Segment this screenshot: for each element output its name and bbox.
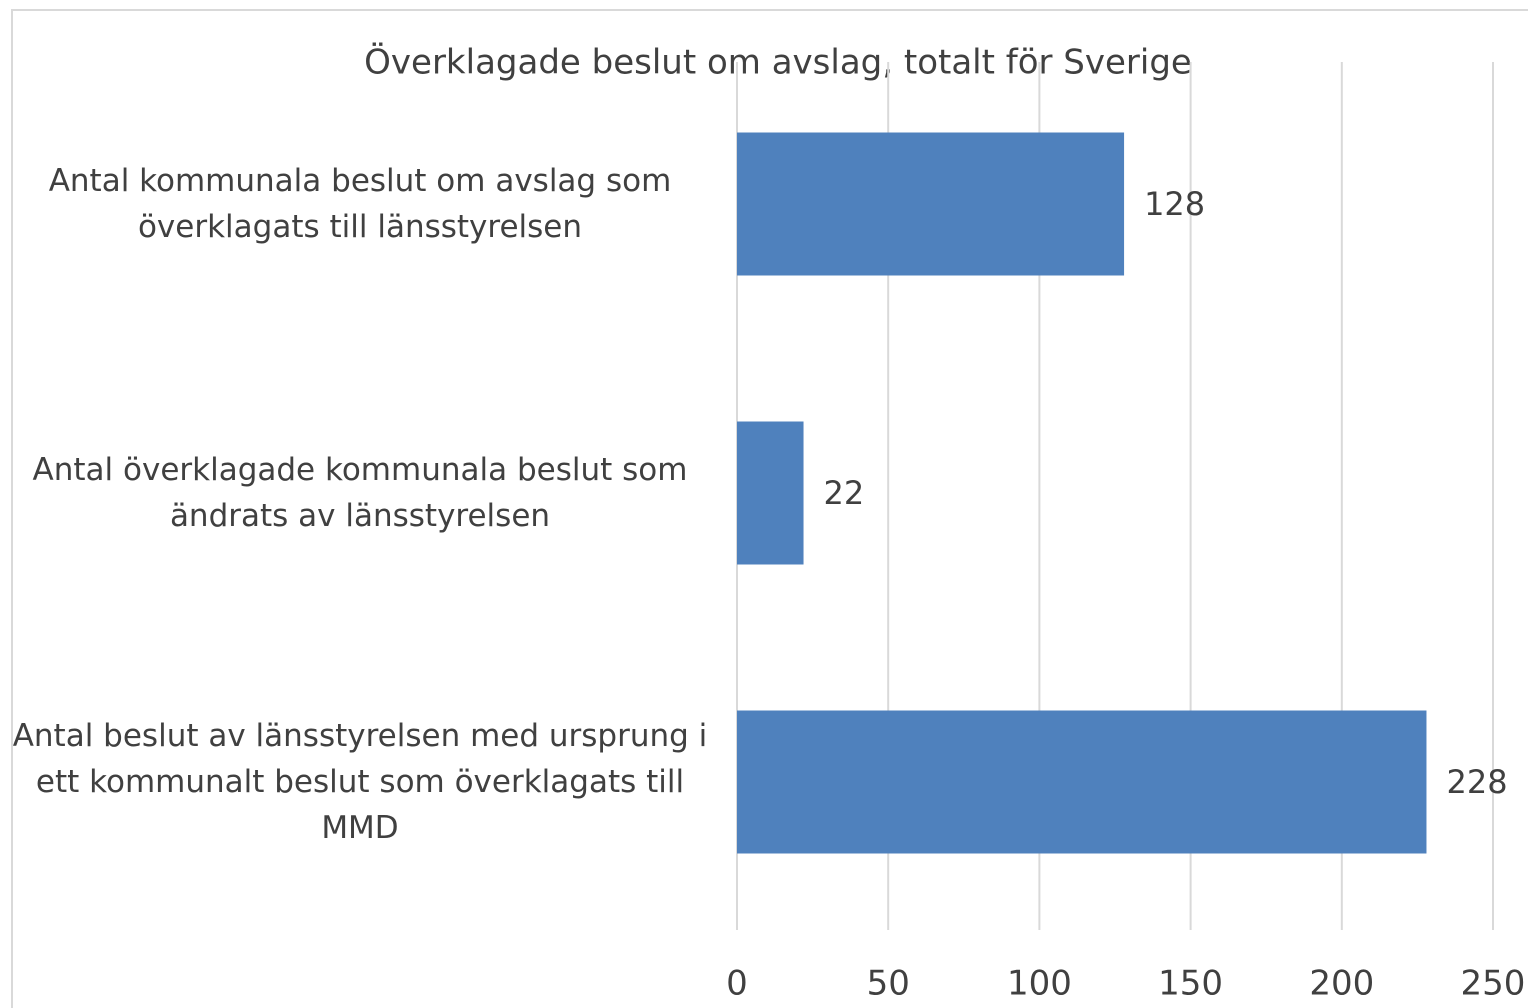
data-label: 228 [1446, 763, 1507, 801]
chart-title: Överklagade beslut om avslag, totalt för… [364, 42, 1192, 83]
x-tick-label: 50 [867, 964, 910, 1004]
x-tick-label: 250 [1461, 964, 1526, 1004]
y-tick-label: Antal överklagade kommunala beslut som ä… [32, 452, 688, 534]
data-label: 22 [824, 474, 865, 512]
y-tick-label: Antal kommunala beslut om avslag som öve… [48, 163, 672, 245]
data-label: 128 [1144, 185, 1205, 223]
chart-border [11, 9, 1528, 1008]
y-tick-label: Antal beslut av länsstyrelsen med urspru… [12, 718, 708, 846]
x-tick-label: 150 [1158, 964, 1223, 1004]
bar [737, 132, 1125, 276]
bar [737, 710, 1427, 854]
x-tick-label: 0 [726, 964, 748, 1004]
x-tick-label: 200 [1309, 964, 1374, 1004]
bar [737, 421, 804, 565]
x-tick-label: 100 [1007, 964, 1072, 1004]
